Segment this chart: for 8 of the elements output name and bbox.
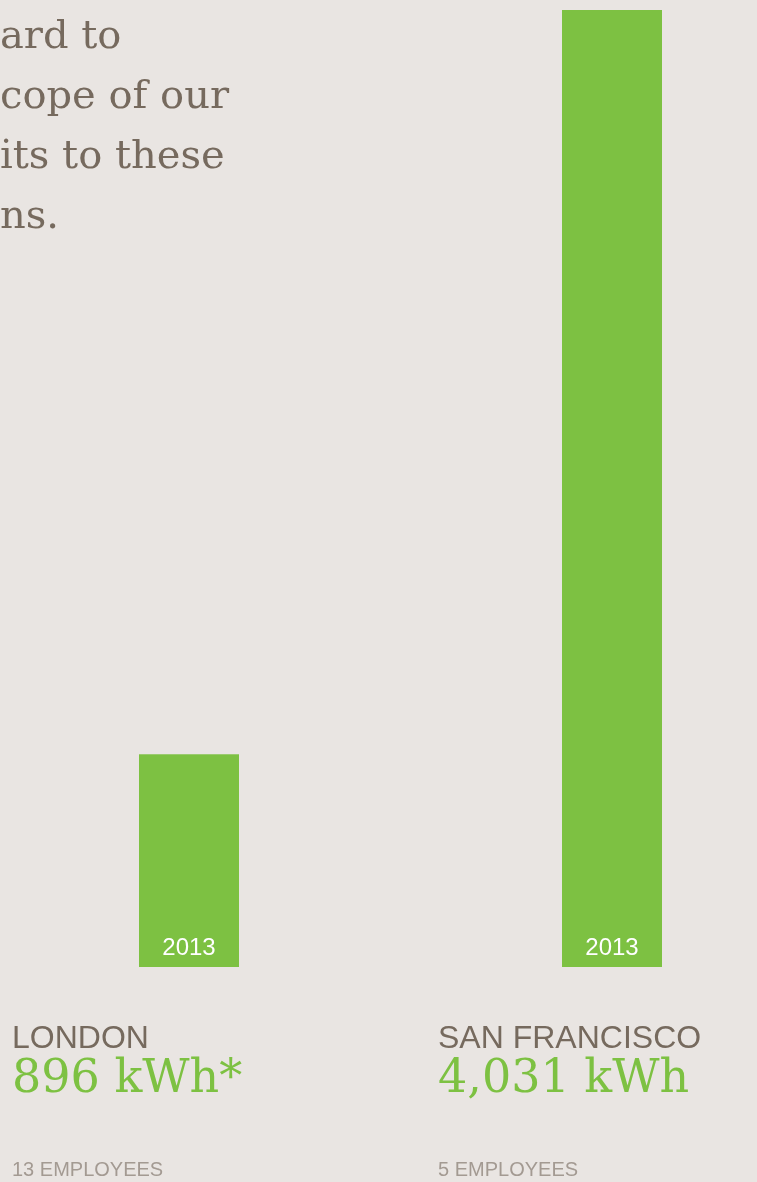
annotation: ard to: [0, 11, 122, 57]
annotation: cope of our: [0, 71, 230, 117]
text: 5 EMPLOYEES: [438, 1158, 579, 1180]
annotation: its to these: [0, 131, 225, 177]
annotation: 2013: [162, 933, 216, 960]
annotation: ns.: [0, 191, 60, 237]
annotation: 2013: [585, 933, 639, 960]
text: 13 EMPLOYEES: [12, 1158, 164, 1180]
